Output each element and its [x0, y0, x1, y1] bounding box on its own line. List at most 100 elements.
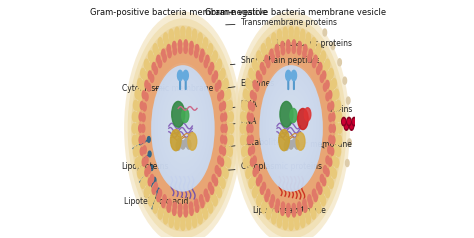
Ellipse shape: [203, 209, 209, 220]
Ellipse shape: [314, 48, 320, 59]
Ellipse shape: [133, 146, 138, 157]
Ellipse shape: [252, 168, 257, 177]
Ellipse shape: [243, 134, 248, 145]
Ellipse shape: [328, 68, 334, 79]
Ellipse shape: [326, 175, 332, 186]
Ellipse shape: [250, 145, 255, 154]
Ellipse shape: [150, 165, 153, 170]
Ellipse shape: [215, 165, 219, 174]
Ellipse shape: [350, 124, 353, 128]
Ellipse shape: [318, 62, 322, 71]
Ellipse shape: [282, 107, 301, 145]
Ellipse shape: [166, 204, 171, 213]
Ellipse shape: [141, 134, 146, 144]
Ellipse shape: [178, 208, 182, 218]
Ellipse shape: [178, 45, 182, 54]
Ellipse shape: [328, 178, 334, 189]
Ellipse shape: [147, 137, 150, 142]
Ellipse shape: [180, 26, 186, 37]
Ellipse shape: [323, 183, 328, 195]
Ellipse shape: [183, 203, 188, 212]
Ellipse shape: [159, 204, 164, 215]
Ellipse shape: [328, 134, 333, 144]
Ellipse shape: [228, 111, 234, 122]
Ellipse shape: [259, 65, 323, 192]
Ellipse shape: [319, 174, 324, 183]
Ellipse shape: [292, 138, 297, 147]
Ellipse shape: [243, 157, 248, 169]
Ellipse shape: [322, 70, 327, 79]
Ellipse shape: [243, 88, 248, 100]
Ellipse shape: [261, 203, 266, 214]
Ellipse shape: [138, 40, 228, 218]
Ellipse shape: [269, 49, 274, 58]
Ellipse shape: [189, 201, 193, 211]
Ellipse shape: [255, 165, 259, 174]
Ellipse shape: [347, 117, 351, 126]
Ellipse shape: [275, 49, 280, 59]
Ellipse shape: [286, 203, 291, 212]
Ellipse shape: [325, 155, 330, 165]
Ellipse shape: [150, 174, 155, 183]
Ellipse shape: [155, 69, 211, 183]
Ellipse shape: [252, 187, 257, 198]
Ellipse shape: [248, 178, 254, 189]
Ellipse shape: [246, 155, 251, 166]
Ellipse shape: [174, 213, 180, 225]
Ellipse shape: [144, 187, 149, 198]
Ellipse shape: [294, 26, 300, 38]
Text: Enzymes: Enzymes: [226, 79, 275, 88]
Ellipse shape: [328, 90, 332, 99]
Ellipse shape: [246, 40, 336, 218]
Ellipse shape: [219, 145, 224, 154]
Ellipse shape: [144, 80, 149, 89]
Ellipse shape: [146, 165, 151, 174]
Text: Lipoproteins: Lipoproteins: [122, 162, 169, 171]
Ellipse shape: [328, 124, 333, 133]
Ellipse shape: [323, 62, 328, 74]
Ellipse shape: [292, 45, 296, 54]
Ellipse shape: [194, 198, 199, 208]
Ellipse shape: [303, 204, 308, 213]
Ellipse shape: [311, 37, 317, 48]
Ellipse shape: [220, 124, 225, 133]
Ellipse shape: [189, 207, 194, 216]
Ellipse shape: [331, 90, 337, 102]
Ellipse shape: [156, 55, 161, 64]
Ellipse shape: [241, 146, 246, 157]
Ellipse shape: [205, 55, 210, 64]
Ellipse shape: [217, 155, 222, 165]
Ellipse shape: [286, 208, 291, 218]
Ellipse shape: [275, 198, 280, 208]
Ellipse shape: [217, 187, 222, 198]
Ellipse shape: [246, 112, 251, 122]
Ellipse shape: [223, 78, 229, 89]
Ellipse shape: [225, 101, 230, 112]
Ellipse shape: [206, 198, 212, 209]
Ellipse shape: [148, 151, 151, 157]
Ellipse shape: [161, 49, 166, 58]
Text: Porins: Porins: [329, 105, 352, 114]
Ellipse shape: [283, 213, 288, 225]
Ellipse shape: [289, 141, 293, 149]
Ellipse shape: [288, 214, 294, 225]
Ellipse shape: [271, 32, 277, 43]
Text: Lipopolysaccharide: Lipopolysaccharide: [253, 206, 327, 215]
Ellipse shape: [181, 141, 185, 149]
Ellipse shape: [308, 49, 313, 58]
Ellipse shape: [316, 182, 320, 191]
Ellipse shape: [310, 42, 315, 53]
Ellipse shape: [162, 53, 167, 63]
Ellipse shape: [283, 32, 288, 43]
Ellipse shape: [210, 186, 214, 195]
Ellipse shape: [330, 147, 335, 156]
Ellipse shape: [135, 88, 140, 100]
Ellipse shape: [312, 188, 316, 198]
Ellipse shape: [331, 155, 337, 166]
Ellipse shape: [157, 37, 163, 48]
Ellipse shape: [200, 49, 205, 58]
Ellipse shape: [329, 80, 335, 92]
Ellipse shape: [161, 199, 166, 208]
Ellipse shape: [262, 198, 268, 209]
Ellipse shape: [188, 132, 197, 150]
